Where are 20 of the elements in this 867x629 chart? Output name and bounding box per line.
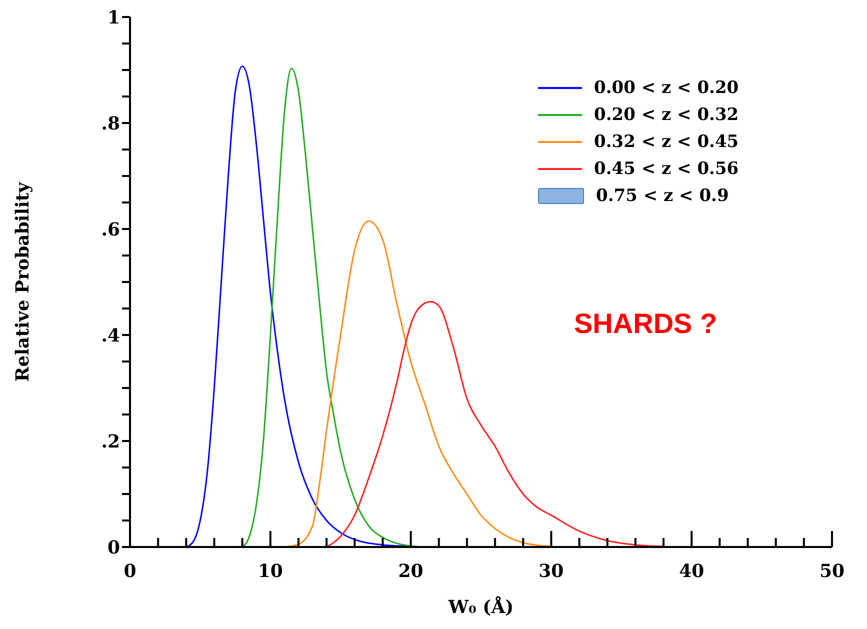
x-tick-label: 10 [258, 561, 283, 582]
x-tick-label: 40 [679, 561, 704, 582]
y-tick-label: 1 [107, 7, 120, 28]
legend-label: 0.45 < z < 0.56 [594, 158, 739, 178]
annotation: SHARDS ? [574, 308, 718, 340]
x-tick-label: 30 [538, 561, 564, 582]
x-tick-label: 50 [819, 561, 845, 582]
x-tick-label: 20 [398, 561, 424, 582]
y-tick-label: 0 [107, 537, 120, 558]
x-tick-label: 0 [124, 561, 136, 582]
x-axis-title: W₀ (Å) [447, 596, 514, 618]
y-tick-label: .6 [101, 219, 120, 240]
legend-label: 0.20 < z < 0.32 [594, 104, 739, 124]
legend-label: 0.32 < z < 0.45 [594, 132, 739, 152]
y-tick-label: .8 [101, 113, 120, 134]
y-axis-title: Relative Probability [12, 182, 34, 382]
legend-label: 0.00 < z < 0.20 [594, 78, 739, 98]
legend-label: 0.75 < z < 0.9 [596, 186, 729, 206]
y-tick-label: .2 [101, 431, 120, 452]
y-tick-label: .4 [101, 325, 120, 346]
